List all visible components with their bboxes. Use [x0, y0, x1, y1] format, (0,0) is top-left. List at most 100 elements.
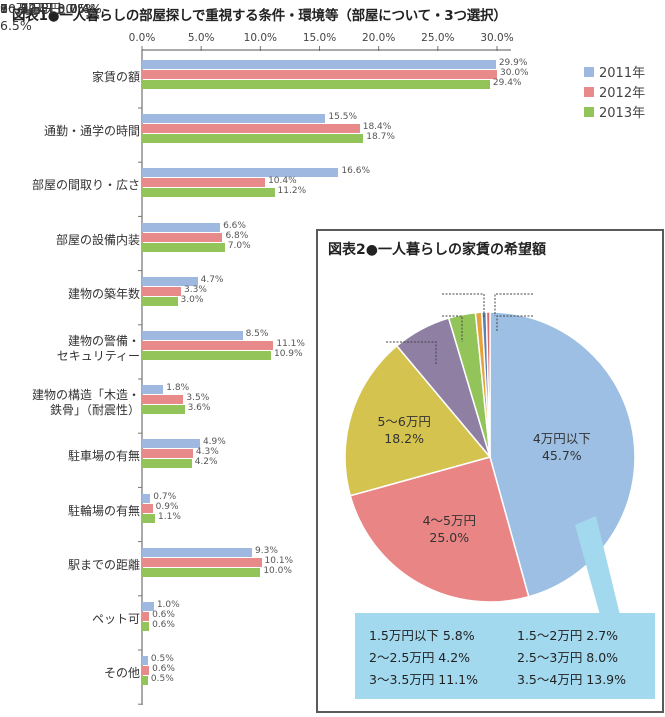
bar: [142, 612, 150, 621]
pie-chart-title: 図表2●一人暮らしの家賃の希望額: [328, 242, 546, 258]
pie-slice: [485, 311, 491, 458]
legend-swatch: [584, 86, 594, 97]
bar: [142, 622, 150, 631]
data-label: 0.7%: [153, 491, 177, 502]
bar: [142, 557, 262, 567]
bar: [142, 493, 151, 503]
data-label: 10.0%: [263, 565, 292, 576]
bar: [142, 513, 156, 523]
bar: [142, 405, 185, 415]
bar: [142, 567, 261, 577]
x-tick-label: 5.0%: [187, 32, 215, 44]
pie-slice-label: 4万円以下 45.7%: [533, 430, 591, 464]
data-label: 1.8%: [166, 383, 190, 394]
pie-slice-label-name: 7～8万円 3.0%: [0, 1, 90, 16]
bar: [142, 341, 274, 350]
bar: [142, 242, 225, 252]
category-label: 駅までの距離: [2, 558, 140, 573]
bar: [142, 114, 326, 124]
data-label: 3.0%: [180, 294, 204, 305]
data-label: 30.0%: [500, 68, 529, 78]
breakdown-item: 2.5～3万円 8.0%: [517, 650, 619, 665]
x-tick-label: 25.0%: [421, 32, 455, 44]
breakdown-item: 1.5万円以下 5.8%: [369, 628, 475, 643]
data-label: 0.5%: [150, 654, 174, 665]
pie-slice: [344, 344, 492, 497]
data-label: 0.6%: [152, 620, 175, 630]
pie-slice-label-name: 5～6万円: [377, 414, 431, 430]
bar: [142, 286, 182, 296]
pie-slice-label-name: 6～7万円: [0, 1, 54, 16]
bar: [142, 80, 490, 89]
bar: [142, 70, 497, 79]
category-label: 家賃の額: [2, 70, 140, 85]
legend-label: 2013年: [599, 106, 646, 121]
breakdown-callout: 1.5万円以下 5.8% 1.5～2万円 2.7% 2～2.5万円 4.2% 2.5～…: [355, 613, 655, 699]
leader-line: [496, 315, 533, 332]
bar: [142, 676, 148, 686]
pie-slice-label: 10万円以上 0.4%: [0, 0, 102, 17]
data-label: 1.0%: [156, 600, 180, 610]
data-label: 4.3%: [195, 447, 219, 458]
bar: [142, 351, 271, 360]
leader-line: [386, 341, 437, 364]
legend-item: 2013年: [584, 102, 664, 121]
pie-slice-label-name: 9～10万円 0.5%: [0, 1, 98, 16]
breakdown-item: 1.5～2万円 2.7%: [517, 628, 619, 643]
bar: [142, 439, 200, 449]
data-label: 29.4%: [492, 78, 522, 88]
data-label: 8.5%: [245, 329, 269, 339]
bar-chart-title: 図表1●一人暮らしの部屋探しで重視する条件・環境等（部屋について・3つ選択）: [12, 8, 507, 24]
category-label-line: 鉄骨」（耐震性）: [49, 403, 140, 418]
category-label-line: セキュリティー: [56, 349, 140, 363]
bar: [142, 331, 243, 340]
legend-item: 2011年: [584, 62, 664, 81]
legend-item: 2012年: [584, 82, 664, 101]
pie-slice-label-value: 45.7%: [541, 448, 582, 464]
pie-slice-label: 8～9万円 0.7%: [0, 0, 89, 17]
category-label-line: 駅までの距離: [67, 557, 140, 572]
pie-slice: [349, 456, 530, 603]
data-label: 0.6%: [152, 610, 175, 620]
data-label: 10.1%: [264, 555, 294, 566]
data-label: 4.2%: [194, 457, 218, 468]
category-label-line: 建物の警備・: [67, 334, 140, 348]
leader-line: [494, 293, 533, 316]
bar: [142, 124, 360, 134]
data-label: 3.3%: [184, 284, 207, 295]
data-label: 10.4%: [268, 176, 297, 187]
x-tick-label: 30.0%: [480, 32, 514, 44]
category-label-line: 駐車場の有無: [67, 449, 140, 464]
category-label-line: ペット可: [91, 612, 140, 626]
data-label: 7.0%: [227, 240, 251, 251]
callout-pointer: [575, 516, 620, 615]
leader-line: [442, 293, 485, 318]
pie-slice-label-name: 4万円以下: [532, 431, 591, 447]
pie-slice-label-name: 8～9万円 0.7%: [0, 1, 90, 16]
category-label-line: 建物の築年数: [67, 286, 140, 301]
category-label: 駐輪場の有無: [2, 504, 140, 519]
data-label: 0.5%: [150, 674, 174, 685]
data-label: 3.6%: [187, 403, 211, 414]
pie-slice-label: 6～7万円 6.5%: [0, 0, 53, 34]
legend-swatch: [584, 106, 594, 117]
data-label: 15.5%: [328, 112, 357, 123]
bar: [142, 134, 364, 144]
bar: [142, 222, 221, 232]
bar: [142, 385, 164, 395]
data-label: 16.6%: [341, 166, 371, 177]
breakdown-item: 3～3.5万円 11.1%: [369, 672, 479, 687]
category-label: 駐車場の有無: [2, 449, 140, 464]
bar: [142, 547, 253, 557]
data-label: 6.6%: [223, 220, 246, 231]
data-label: 11.2%: [277, 186, 307, 197]
category-label: 通勤・通学の時間: [2, 124, 140, 139]
bar: [142, 602, 154, 611]
pie-slice-label: 5～6万円 18.2%: [377, 413, 430, 447]
category-label: ペット可: [2, 612, 140, 627]
pie-slice-label-value: 25.0%: [429, 529, 470, 545]
data-label: 18.7%: [366, 132, 395, 143]
category-label: 部屋の間取り・広さ: [2, 178, 140, 193]
